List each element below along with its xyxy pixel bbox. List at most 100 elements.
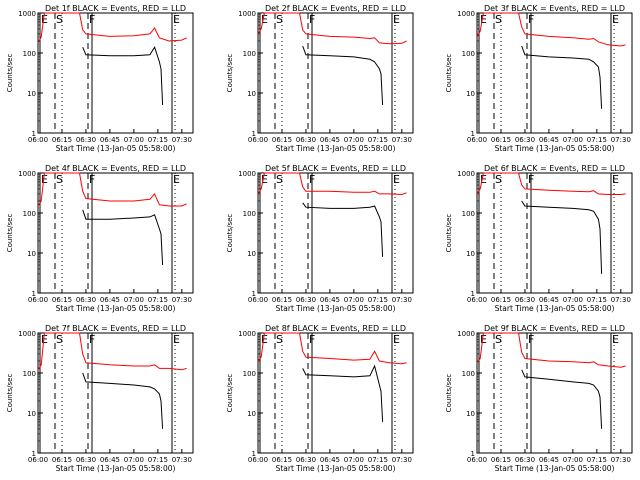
y-tick-label: 100 xyxy=(23,370,36,378)
y-tick-label: 100 xyxy=(462,370,475,378)
y-tick-label: 1000 xyxy=(457,10,475,18)
event-marker-label: S xyxy=(276,333,283,346)
series-line-red xyxy=(37,332,187,371)
event-marker-label: E xyxy=(173,13,180,26)
plot-frame xyxy=(37,12,194,134)
x-tick-label: 07:30 xyxy=(611,296,631,304)
chart-panel-4: Det 4f BLACK = Events, RED = LLD 1 10 100 10… xyxy=(6,164,194,313)
event-marker-label: S xyxy=(495,13,502,26)
x-tick-label: 07:15 xyxy=(368,456,388,464)
y-tick-label: 1 xyxy=(252,290,256,298)
x-tick-label: 07:00 xyxy=(344,296,364,304)
x-axis-label: Start Time (13-Jan-05 05:58:00) xyxy=(56,464,176,473)
event-marker-label: S xyxy=(56,333,63,346)
event-marker-label: E xyxy=(612,333,619,346)
x-tick-label: 07:15 xyxy=(587,296,607,304)
series-line-black xyxy=(521,200,603,274)
y-axis-label: Counts/sec xyxy=(445,214,453,253)
x-tick-label: 06:30 xyxy=(515,296,535,304)
y-tick-label: 100 xyxy=(243,50,256,58)
event-marker-label: E xyxy=(261,333,268,346)
x-axis-label: Start Time (13-Jan-05 05:58:00) xyxy=(276,304,396,313)
y-axis-label: Counts/sec xyxy=(6,214,14,253)
series-line-red xyxy=(257,12,407,45)
y-tick-label: 10 xyxy=(247,250,256,258)
x-tick-label: 07:15 xyxy=(587,136,607,144)
chart-panel-1: Det 1f BLACK = Events, RED = LLD 1 10 100 10… xyxy=(6,4,194,153)
chart-title: Det 4f BLACK = Events, RED = LLD xyxy=(45,164,186,173)
plot-frame xyxy=(257,12,414,134)
x-tick-label: 06:45 xyxy=(100,296,120,304)
x-tick-label: 07:15 xyxy=(148,296,168,304)
y-axis-label: Counts/sec xyxy=(226,54,234,93)
x-tick-label: 06:15 xyxy=(272,296,292,304)
y-tick-label: 1000 xyxy=(457,330,475,338)
x-tick-label: 06:45 xyxy=(539,296,559,304)
y-tick-label: 10 xyxy=(247,90,256,98)
event-marker-label: E xyxy=(612,173,619,186)
series-line-red xyxy=(37,12,187,44)
y-tick-label: 100 xyxy=(23,50,36,58)
plot-frame xyxy=(257,332,414,454)
x-tick-label: 06:00 xyxy=(28,136,48,144)
y-tick-label: 100 xyxy=(23,210,36,218)
x-axis-label: Start Time (13-Jan-05 05:58:00) xyxy=(495,304,615,313)
chart-title: Det 5f BLACK = Events, RED = LLD xyxy=(265,164,406,173)
x-tick-label: 06:15 xyxy=(491,456,511,464)
x-tick-label: 07:30 xyxy=(392,296,412,304)
series-line-red xyxy=(476,332,626,368)
plot-frame xyxy=(37,332,194,454)
series-line-red xyxy=(257,332,407,365)
x-tick-label: 06:00 xyxy=(28,456,48,464)
x-tick-label: 07:15 xyxy=(148,456,168,464)
x-tick-label: 07:15 xyxy=(368,296,388,304)
event-marker-label: E xyxy=(480,173,487,186)
y-tick-label: 100 xyxy=(462,50,475,58)
plot-frame xyxy=(37,172,194,294)
y-tick-label: 1000 xyxy=(238,10,256,18)
event-marker-label: E xyxy=(393,13,400,26)
x-tick-label: 06:15 xyxy=(491,296,511,304)
x-tick-label: 06:30 xyxy=(76,136,96,144)
y-tick-label: 10 xyxy=(27,250,36,258)
chart-panel-5: Det 5f BLACK = Events, RED = LLD 1 10 100 10… xyxy=(226,164,414,313)
x-tick-label: 06:00 xyxy=(467,456,487,464)
x-axis-label: Start Time (13-Jan-05 05:58:00) xyxy=(495,144,615,153)
event-marker-label: S xyxy=(56,13,63,26)
x-tick-label: 07:00 xyxy=(124,296,144,304)
event-marker-label: E xyxy=(41,13,48,26)
x-tick-label: 06:45 xyxy=(320,456,340,464)
x-tick-label: 06:00 xyxy=(467,296,487,304)
y-tick-label: 1000 xyxy=(18,10,36,18)
event-marker-label: E xyxy=(41,173,48,186)
event-marker-label: S xyxy=(495,173,502,186)
y-tick-label: 1000 xyxy=(238,170,256,178)
y-axis-label: Counts/sec xyxy=(226,214,234,253)
plot-frame xyxy=(476,12,633,134)
x-tick-label: 06:30 xyxy=(296,456,316,464)
x-tick-label: 07:15 xyxy=(587,456,607,464)
x-tick-label: 06:30 xyxy=(515,136,535,144)
y-axis-label: Counts/sec xyxy=(6,374,14,413)
series-line-red xyxy=(257,172,407,196)
x-tick-label: 07:30 xyxy=(172,136,192,144)
x-tick-label: 06:15 xyxy=(52,136,72,144)
y-tick-label: 1000 xyxy=(18,170,36,178)
y-axis-label: Counts/sec xyxy=(6,54,14,93)
x-tick-label: 06:30 xyxy=(76,296,96,304)
chart-panel-9: Det 9f BLACK = Events, RED = LLD 1 10 100 10… xyxy=(445,324,633,473)
chart-title: Det 2f BLACK = Events, RED = LLD xyxy=(265,4,406,13)
x-tick-label: 06:45 xyxy=(539,456,559,464)
series-line-black xyxy=(302,364,384,422)
event-marker-label: E xyxy=(393,333,400,346)
y-axis-label: Counts/sec xyxy=(226,374,234,413)
x-tick-label: 07:15 xyxy=(148,136,168,144)
y-tick-label: 10 xyxy=(466,250,475,258)
x-tick-label: 06:00 xyxy=(467,136,487,144)
event-marker-label: E xyxy=(261,13,268,26)
event-marker-label: S xyxy=(56,173,63,186)
chart-title: Det 1f BLACK = Events, RED = LLD xyxy=(45,4,186,13)
y-axis-label: Counts/sec xyxy=(445,54,453,93)
y-tick-label: 1000 xyxy=(238,330,256,338)
series-line-black xyxy=(82,372,164,429)
